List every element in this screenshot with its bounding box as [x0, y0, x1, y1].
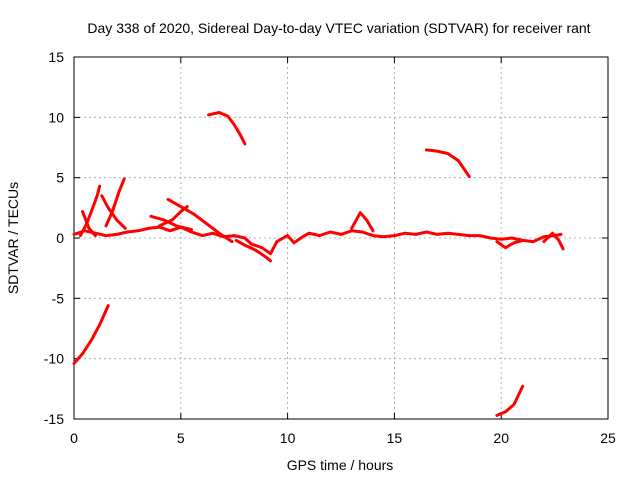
x-tick-label: 5 — [177, 430, 185, 446]
x-tick-label: 20 — [493, 430, 509, 446]
series-arc-0h-low — [72, 304, 110, 365]
chart-title: Day 338 of 2020, Sidereal Day-to-day VTE… — [87, 20, 590, 36]
y-tick-label: -5 — [52, 290, 65, 306]
x-tick-label: 10 — [280, 430, 296, 446]
y-tick-label: -10 — [44, 351, 64, 367]
series-arc-13.5h-bump — [350, 211, 375, 233]
series-arc-2h-rise — [104, 177, 126, 228]
y-tick-label: 5 — [56, 170, 64, 186]
series-arc-6.5h-peak — [207, 111, 247, 146]
series-layer — [72, 111, 565, 417]
grid-layer — [74, 57, 608, 419]
y-tick-label: -15 — [44, 411, 64, 427]
series-arc-main — [72, 225, 563, 256]
series-arc-1.5h-fall — [100, 194, 127, 230]
series-arc-3.5h-fall — [149, 214, 193, 232]
series-arc-16.5h-peak — [424, 148, 471, 178]
x-tick-label: 25 — [600, 430, 616, 446]
series-arc-4.5h-fall — [166, 197, 234, 244]
series-arc-22h — [542, 231, 565, 251]
x-tick-label: 0 — [70, 430, 78, 446]
series-arc-0.5h-rise — [81, 210, 97, 238]
series-arc-4.5h-rise — [157, 205, 189, 228]
y-tick-label: 15 — [48, 49, 64, 65]
series-arc-low-dip — [234, 238, 272, 263]
tick-layer: 0 5 10 15 20 25 -15 -10 -5 0 5 10 15 — [44, 49, 616, 446]
series-arc-20h-dip — [495, 238, 525, 250]
x-tick-label: 15 — [387, 430, 403, 446]
y-tick-label: 10 — [48, 109, 64, 125]
x-axis-label: GPS time / hours — [287, 457, 394, 473]
series-arc-1h-rise — [78, 184, 102, 238]
y-axis-label: SDTVAR / TECUs — [5, 182, 21, 294]
y-tick-label: 0 — [56, 230, 64, 246]
series-arc-20h-low — [495, 384, 525, 417]
